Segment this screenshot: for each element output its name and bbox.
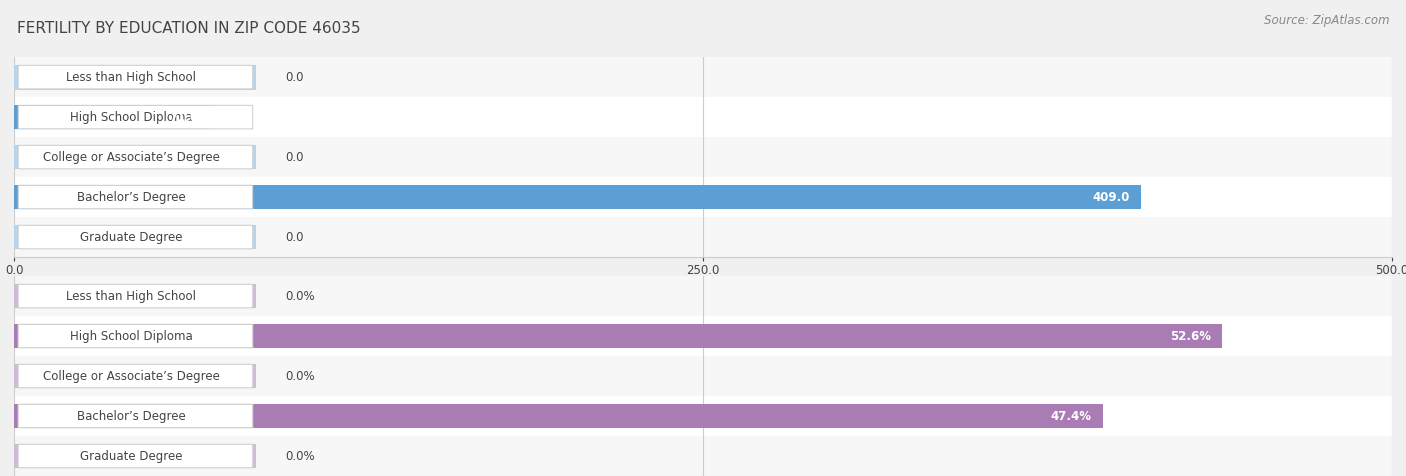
FancyBboxPatch shape (18, 65, 253, 89)
Bar (14, 137, 1392, 177)
Bar (14, 57, 1392, 97)
Text: Bachelor’s Degree: Bachelor’s Degree (77, 190, 186, 204)
Bar (14, 444, 256, 468)
Text: 0.0: 0.0 (285, 150, 304, 164)
FancyBboxPatch shape (18, 185, 253, 209)
Text: 47.4%: 47.4% (1050, 409, 1091, 423)
Text: 0.0%: 0.0% (285, 369, 315, 383)
Text: Source: ZipAtlas.com: Source: ZipAtlas.com (1264, 14, 1389, 27)
FancyBboxPatch shape (18, 284, 253, 308)
Text: Less than High School: Less than High School (66, 289, 197, 303)
FancyBboxPatch shape (18, 145, 253, 169)
Text: Graduate Degree: Graduate Degree (80, 230, 183, 244)
Bar (14, 177, 1392, 217)
FancyBboxPatch shape (18, 364, 253, 388)
Bar (14, 97, 1392, 137)
Text: High School Diploma: High School Diploma (70, 329, 193, 343)
Bar (14, 364, 256, 388)
FancyBboxPatch shape (18, 225, 253, 249)
Bar (14, 217, 1392, 257)
Text: College or Associate’s Degree: College or Associate’s Degree (42, 369, 219, 383)
Bar (14, 185, 1142, 209)
FancyBboxPatch shape (18, 404, 253, 428)
Text: High School Diploma: High School Diploma (70, 110, 193, 124)
Bar (14, 396, 1392, 436)
Bar (14, 225, 256, 249)
Bar (14, 316, 1392, 356)
FancyBboxPatch shape (18, 444, 253, 468)
Bar (14, 284, 256, 308)
Bar (14, 276, 1392, 316)
Text: 409.0: 409.0 (1092, 190, 1130, 204)
Bar (14, 404, 1102, 428)
Text: FERTILITY BY EDUCATION IN ZIP CODE 46035: FERTILITY BY EDUCATION IN ZIP CODE 46035 (17, 21, 360, 37)
Bar (14, 145, 256, 169)
Bar (14, 65, 256, 89)
Text: Bachelor’s Degree: Bachelor’s Degree (77, 409, 186, 423)
FancyBboxPatch shape (18, 105, 253, 129)
Bar (14, 105, 209, 129)
FancyBboxPatch shape (18, 324, 253, 348)
Bar (14, 436, 1392, 476)
Text: Less than High School: Less than High School (66, 70, 197, 84)
Text: 71.0: 71.0 (170, 110, 198, 124)
Text: 0.0%: 0.0% (285, 289, 315, 303)
Text: Graduate Degree: Graduate Degree (80, 449, 183, 463)
Text: College or Associate’s Degree: College or Associate’s Degree (42, 150, 219, 164)
Bar (14, 324, 1222, 348)
Text: 0.0%: 0.0% (285, 449, 315, 463)
Text: 52.6%: 52.6% (1170, 329, 1211, 343)
Text: 0.0: 0.0 (285, 70, 304, 84)
Bar (14, 356, 1392, 396)
Text: 0.0: 0.0 (285, 230, 304, 244)
